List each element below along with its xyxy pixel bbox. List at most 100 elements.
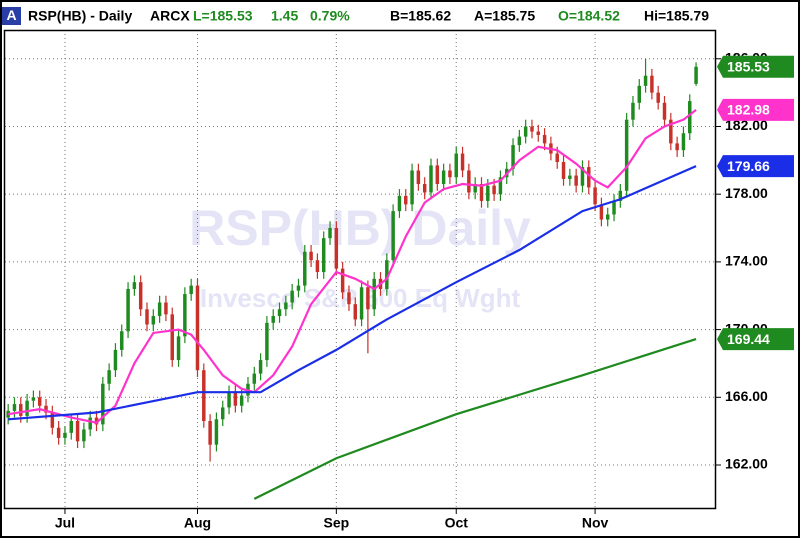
moving-average-line [7,109,697,424]
candle-body [517,136,522,146]
watermark-title: RSP(HB) Daily [189,200,531,256]
price-flag [717,328,794,351]
candle-body [523,126,528,137]
candle-body [568,175,572,179]
candle-body [669,119,673,144]
open: O=184.52 [558,8,620,24]
candle-body [612,200,616,215]
candle-body [303,251,307,286]
candle-body [347,292,351,305]
candle-body [688,101,692,134]
exchange: ARCX [150,8,190,24]
candle-body [214,419,219,445]
candle-body [473,184,477,193]
candle-body [63,432,67,438]
candle-body [208,420,212,445]
candle-body [220,407,225,420]
candle-body [372,278,376,310]
candle-body [422,184,427,193]
y-tick-label: 178.00 [725,185,768,201]
candle-body [631,102,635,120]
bid: B=185.62 [390,8,451,24]
plot [5,30,715,509]
candle-body [126,288,130,332]
candle-body [56,427,61,438]
candle-body [334,228,339,269]
last: L=185.53 [193,8,253,24]
candle-body [290,290,294,303]
candle-body [321,238,326,273]
candle-body [37,397,42,406]
candle-body [593,187,597,205]
price-flag-label: 179.66 [727,158,770,174]
badge-box [2,7,21,25]
candle-body [397,195,402,212]
change-pct: 0.79% [310,8,350,24]
candle-body [328,228,332,239]
candle-body [486,185,490,201]
candle-body [460,153,465,171]
candle-body [202,370,206,421]
price-flag [717,98,794,121]
candle-body [561,162,566,179]
candle-body [101,383,105,425]
candle-body [479,184,484,201]
moving-average-line [253,338,697,500]
candle-body [605,214,610,220]
candle-body [555,153,559,163]
x-tick-label: Jul [55,515,75,531]
candle-body [624,119,629,191]
candle-body [618,190,623,201]
moving-average-line [8,165,697,421]
candle-body [107,370,111,384]
candle-body [498,177,503,195]
high: Hi=185.79 [644,8,709,24]
candle-body [195,285,200,371]
candle-body [435,165,440,185]
candle-body [151,316,156,325]
candle-body [637,85,642,103]
candle-body [599,204,604,220]
candle-body [694,66,698,84]
candle-body [88,417,92,430]
candle-body [353,304,358,320]
candle-body [183,294,187,337]
y-tick-label: 166.00 [725,388,768,404]
candle-body [113,349,118,371]
candle-body [252,373,257,384]
candle-body [227,392,231,408]
candle-body [189,285,193,295]
candle-body [410,170,414,205]
candle-body [239,395,244,406]
candle-body [132,282,137,289]
badge: A [6,7,16,23]
candle-body [31,397,36,401]
candle-body [530,126,534,132]
candle-body [94,417,99,425]
candle-body [650,75,654,93]
candle-body [75,420,80,442]
symbol: RSP(HB) - Daily [28,8,132,24]
candle-body [416,170,421,185]
candle-body [448,170,452,178]
candle-body [675,143,679,151]
candle-body [170,314,174,361]
x-tick-label: Sep [323,515,349,531]
candle-body [315,260,320,273]
candle-body [542,134,547,144]
candle-body [643,75,648,86]
candle-body [467,170,471,193]
candle-body [391,211,395,261]
plot-frame [3,29,717,510]
candle-body [25,400,29,416]
candle-body [277,309,282,317]
candle-body [44,405,48,413]
candle-body [574,175,578,186]
candle-body [656,92,660,103]
candle-body [681,133,686,151]
candle-body [429,165,433,193]
x-tick-label: Aug [184,515,211,531]
